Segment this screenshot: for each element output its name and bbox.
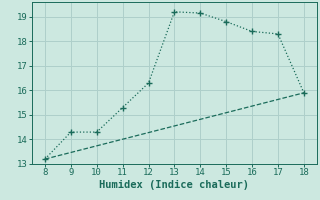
X-axis label: Humidex (Indice chaleur): Humidex (Indice chaleur) bbox=[100, 180, 249, 190]
